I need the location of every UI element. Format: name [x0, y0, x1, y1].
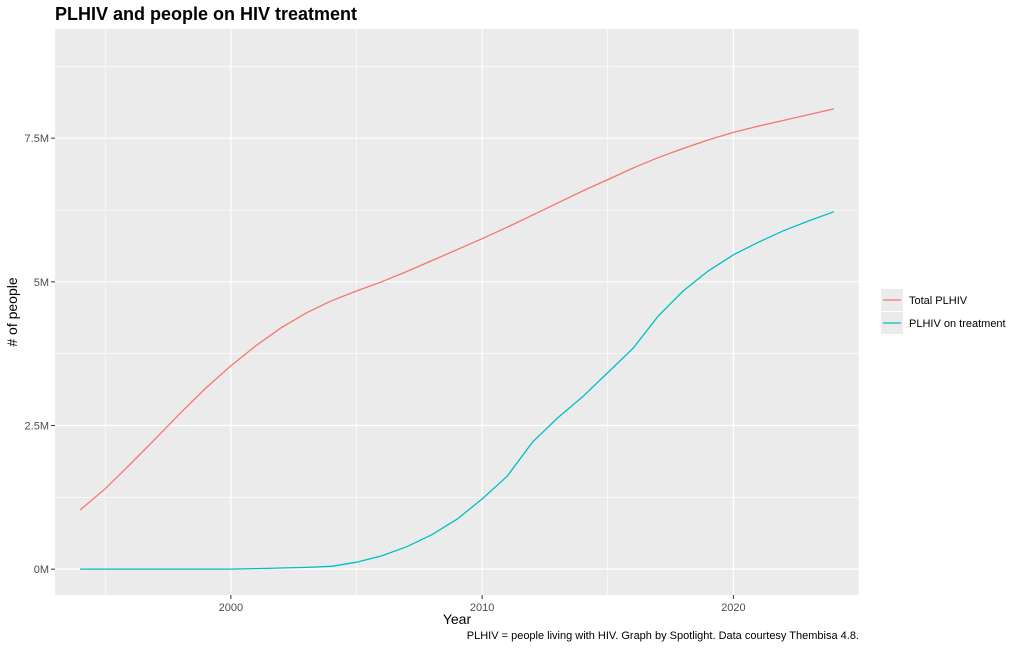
plot-panel [55, 29, 859, 595]
y-tick-label: 5M [34, 277, 49, 289]
legend-label-plhiv-on-treatment: PLHIV on treatment [909, 318, 1006, 330]
y-tick-label: 2.5M [25, 420, 49, 432]
x-tick-label: 2010 [470, 602, 494, 614]
y-axis-title: # of people [4, 277, 20, 346]
minor-gridlines [55, 29, 860, 595]
series-line-plhiv-on-treatment [80, 211, 835, 570]
y-tick-label: 7.5M [25, 133, 49, 145]
chart-title: PLHIV and people on HIV treatment [55, 4, 358, 24]
x-axis-title: Year [443, 611, 472, 627]
x-tick-label: 2000 [219, 602, 243, 614]
series-line-total-plhiv [79, 108, 835, 511]
legend: Total PLHIV PLHIV on treatment [881, 289, 1006, 334]
series-layer [79, 108, 835, 570]
legend-label-total-plhiv: Total PLHIV [909, 295, 968, 307]
chart-caption: PLHIV = people living with HIV. Graph by… [466, 630, 859, 642]
axes: 2000 2010 2020 0M 2.5M 5M 7.5M [25, 133, 746, 614]
y-tick-label: 0M [34, 564, 49, 576]
x-tick-label: 2020 [721, 602, 745, 614]
